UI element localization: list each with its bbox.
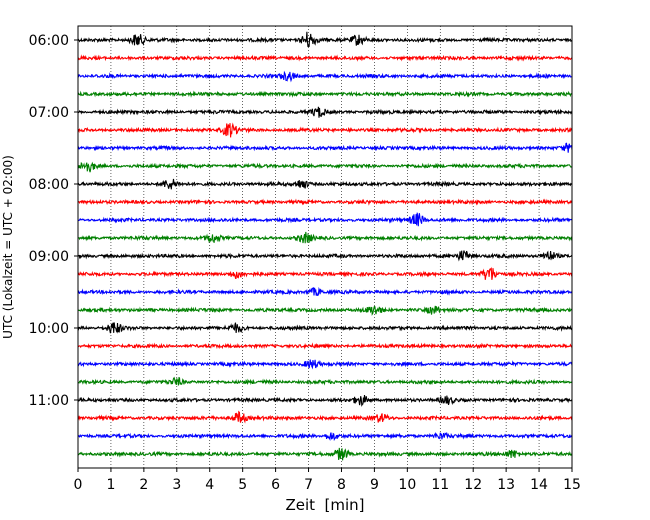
x-tick-label: 15 bbox=[563, 477, 581, 493]
x-tick-label: 10 bbox=[398, 477, 416, 493]
y-tick-label: 09:00 bbox=[29, 249, 69, 265]
trace-0600 bbox=[77, 31, 573, 48]
x-tick-label: 0 bbox=[74, 477, 83, 493]
x-tick-label: 1 bbox=[106, 477, 115, 493]
x-tick-label: 13 bbox=[497, 477, 515, 493]
y-tick-label: 07:00 bbox=[29, 105, 69, 121]
x-tick-label: 3 bbox=[172, 477, 181, 493]
y-tick-label: 08:00 bbox=[29, 177, 69, 193]
seismic-traces bbox=[77, 31, 573, 461]
x-tick-label: 9 bbox=[370, 477, 379, 493]
y-tick-label: 10:00 bbox=[29, 321, 69, 337]
y-tick-label: 06:00 bbox=[29, 33, 69, 49]
y-axis-label: UTC (Lokalzeit = UTC + 02:00) bbox=[1, 155, 15, 339]
plot-area bbox=[78, 26, 572, 468]
trace-0730 bbox=[77, 142, 573, 153]
x-axis-ticks: 0 1 2 3 4 5 6 7 8 9 10 11 12 13 14 15 bbox=[74, 468, 581, 493]
y-tick-label: 11:00 bbox=[29, 393, 69, 409]
y-axis-ticks: 06:00 07:00 08:00 09:00 10:00 11:00 bbox=[29, 33, 78, 409]
trace-1100 bbox=[77, 395, 573, 407]
trace-0945 bbox=[77, 305, 573, 316]
trace-0715 bbox=[77, 122, 573, 138]
x-tick-label: 6 bbox=[271, 477, 280, 493]
trace-0815 bbox=[77, 198, 573, 206]
trace-0915 bbox=[77, 266, 573, 280]
plot-frame bbox=[77, 25, 573, 469]
trace-1015 bbox=[77, 342, 573, 350]
trace-1000 bbox=[77, 322, 573, 334]
x-tick-label: 8 bbox=[337, 477, 346, 493]
trace-0900 bbox=[77, 250, 573, 262]
x-tick-label: 2 bbox=[139, 477, 148, 493]
trace-1045 bbox=[77, 376, 573, 386]
trace-1145 bbox=[77, 447, 573, 461]
trace-1130 bbox=[77, 431, 573, 442]
trace-0615 bbox=[77, 54, 573, 62]
trace-0700 bbox=[77, 106, 573, 118]
x-tick-label: 4 bbox=[205, 477, 214, 493]
x-tick-label: 12 bbox=[464, 477, 482, 493]
trace-0645 bbox=[77, 90, 573, 98]
trace-0630 bbox=[77, 70, 573, 83]
trace-0800 bbox=[77, 178, 573, 190]
trace-0845 bbox=[77, 231, 573, 244]
trace-1115 bbox=[77, 410, 573, 424]
trace-1030 bbox=[77, 359, 573, 370]
x-tick-label: 5 bbox=[238, 477, 247, 493]
trace-0745 bbox=[77, 161, 573, 173]
x-tick-label: 11 bbox=[431, 477, 449, 493]
x-tick-label: 14 bbox=[530, 477, 548, 493]
x-tick-label: 7 bbox=[304, 477, 313, 493]
trace-0830 bbox=[77, 212, 573, 227]
trace-0930 bbox=[77, 286, 573, 297]
x-axis-label: Zeit [min] bbox=[285, 496, 364, 514]
